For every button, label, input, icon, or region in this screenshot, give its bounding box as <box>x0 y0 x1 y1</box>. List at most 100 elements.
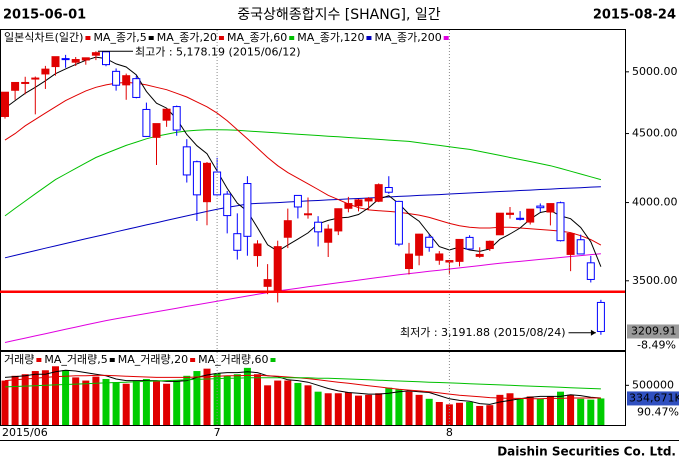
x-tick-label: 8 <box>446 426 453 439</box>
candle-body <box>253 243 262 257</box>
candle-body <box>273 246 282 293</box>
volume-bar <box>506 393 514 425</box>
volume-tag: 334,671K <box>629 391 679 404</box>
volume-bar <box>587 399 595 425</box>
candle-body <box>374 184 383 202</box>
volume-bar <box>425 398 433 425</box>
volume-bar <box>183 375 191 425</box>
candle-body <box>596 301 605 332</box>
y-tick-label: 5000.00 <box>632 65 678 78</box>
legend-label: 거래량 <box>4 353 34 366</box>
candle-body <box>324 228 333 243</box>
y-tick-label: 500000 <box>632 378 674 391</box>
volume-bar <box>284 380 292 425</box>
volume-bar <box>62 370 70 425</box>
candle-body <box>455 238 464 262</box>
volume-bar <box>294 382 302 425</box>
legend-swatch <box>270 358 276 362</box>
volume-bar <box>213 373 221 425</box>
volume-bar <box>486 405 494 425</box>
candle-body <box>132 78 141 98</box>
y-tick-label: 4500.00 <box>632 127 678 140</box>
candle-body <box>263 279 272 287</box>
volume-bar <box>496 394 504 425</box>
candle-body <box>71 59 80 63</box>
volume-bar <box>264 385 272 425</box>
candle-body <box>435 253 444 261</box>
candle-body <box>162 108 171 121</box>
volume-bar <box>254 374 261 425</box>
volume-bar <box>334 393 342 425</box>
candle-body <box>415 233 424 256</box>
volume-bar <box>415 394 423 425</box>
volume-bar <box>405 391 413 425</box>
y-tick-label: 3500.00 <box>632 274 678 287</box>
x-tick-label: 2015/06 <box>2 426 48 439</box>
candle-body <box>425 236 434 248</box>
candle-body <box>112 70 121 86</box>
candle-body <box>152 123 161 138</box>
volume-bar <box>365 394 373 425</box>
volume-bar <box>557 391 564 425</box>
volume-bar <box>173 380 181 425</box>
volume-bar <box>344 392 352 425</box>
candle-body <box>122 75 131 86</box>
legend-label: MA_종가,200 <box>374 31 441 44</box>
legend-label: MA_종가,60 <box>227 31 287 44</box>
volume-bar <box>274 380 282 425</box>
volume-bar <box>243 367 251 425</box>
volume-bar <box>193 371 201 425</box>
candle-body <box>243 183 252 237</box>
candle-body <box>51 56 60 68</box>
price-tag-box <box>627 324 679 339</box>
volume-bar <box>456 402 463 425</box>
candle-body <box>475 253 484 257</box>
ma-line <box>4 253 601 343</box>
candle-body <box>61 58 70 61</box>
volume-bar <box>233 374 241 425</box>
volume-bar <box>324 393 332 425</box>
ma-line <box>4 129 602 217</box>
candle-body <box>334 208 343 232</box>
price-tag: 3209.91 <box>631 324 677 337</box>
volume-bar <box>526 396 534 425</box>
candle-body <box>293 194 302 208</box>
legend-swatch <box>289 36 295 40</box>
x-tick-label: 7 <box>214 426 221 439</box>
candle-body <box>354 199 363 207</box>
candle-body <box>314 221 323 233</box>
candle-body <box>546 203 555 213</box>
volume-bar <box>567 394 575 425</box>
volume-bar <box>112 382 120 425</box>
candle-body <box>91 52 100 56</box>
candle-body <box>516 217 525 220</box>
volume-bar <box>21 374 29 425</box>
candle-body <box>465 236 474 250</box>
start-date: 2015-06-01 <box>3 8 86 23</box>
volume-bar <box>1 380 9 425</box>
volume-bar <box>72 377 80 425</box>
volume-bar <box>82 380 90 425</box>
volume-bar <box>132 380 140 425</box>
candle-body <box>304 213 312 216</box>
volume-bar <box>476 405 484 425</box>
ratio-tag: 90.47% <box>637 405 679 418</box>
candle-body <box>172 106 181 131</box>
candle-body <box>506 212 514 215</box>
ma-line <box>4 186 601 259</box>
candle-body <box>536 205 545 209</box>
price-plot <box>1 51 605 343</box>
candle-body <box>102 51 110 66</box>
volume-bar <box>466 401 474 425</box>
candle-body <box>81 57 90 61</box>
legend-swatch <box>109 358 115 362</box>
legend-swatch <box>36 358 42 362</box>
candle-body <box>41 68 50 75</box>
candle-body <box>192 161 201 196</box>
min-note: 최저가 : 3,191.88 (2015/08/24) <box>400 326 566 339</box>
volume-bar <box>355 395 362 425</box>
candle-body <box>364 198 373 202</box>
volume-tag-box <box>627 391 679 406</box>
